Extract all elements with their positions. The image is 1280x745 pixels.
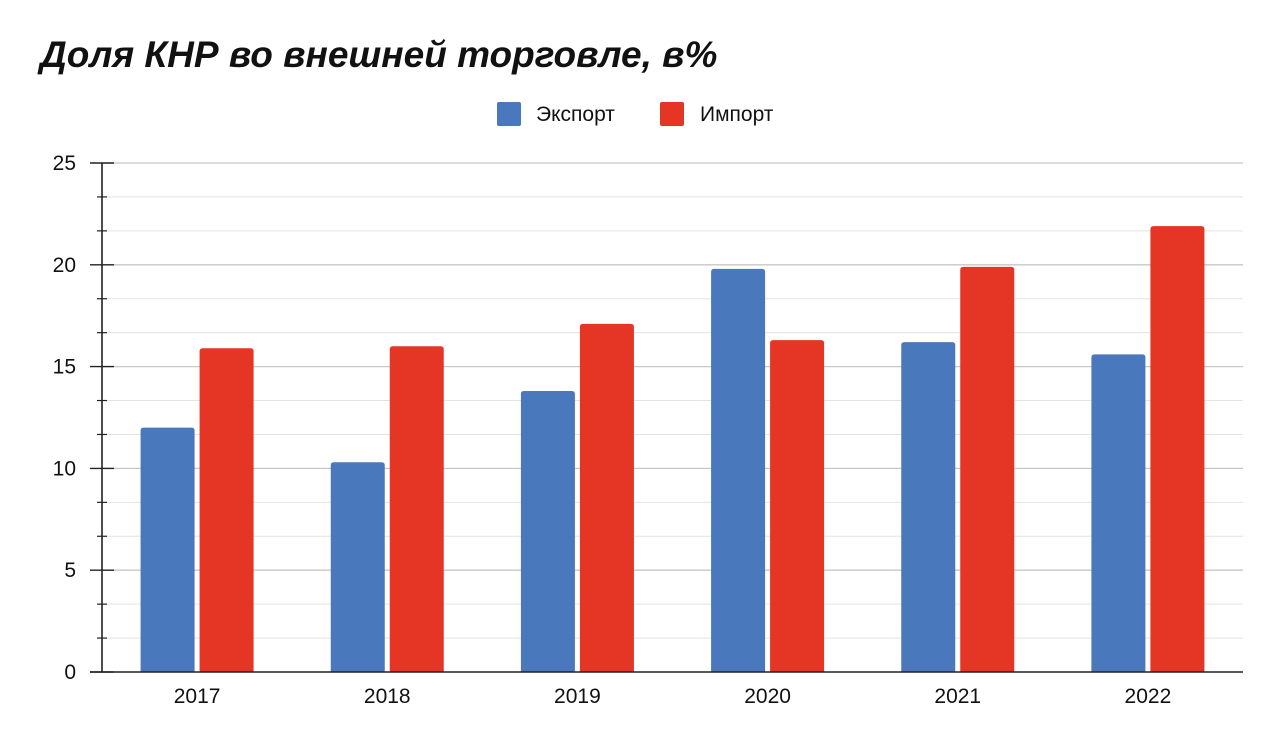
labels: 0 5 10 15 20 25 2017 2018 2019 2020 2021 2022 [53,152,1172,708]
x-tick-label: 2020 [744,685,791,708]
x-tick-label: 2019 [554,685,601,708]
legend-swatch-export [497,102,521,126]
bar-import-2022 [1150,226,1205,672]
y-tick-label: 0 [64,661,76,684]
bar-export-2020 [711,268,766,672]
x-tick-label: 2021 [934,685,981,708]
bar-export-2019 [520,391,575,672]
y-tick-label: 15 [53,356,76,379]
y-tick-label: 20 [53,254,76,277]
bar-export-2021 [901,342,956,672]
x-tick-label: 2017 [174,685,221,708]
chart-title: Доля КНР во внешней торговле, в% [40,34,718,75]
y-tick-label: 25 [53,152,76,175]
bar-import-2019 [579,323,634,672]
bar-import-2018 [389,346,444,672]
axes [90,162,1243,673]
gridlines [102,162,1243,639]
legend: Экспорт Импорт [497,102,774,126]
y-tick-label: 5 [64,559,76,582]
legend-swatch-import [660,102,684,126]
legend-label-import: Импорт [700,103,774,126]
bar-import-2021 [960,266,1015,672]
x-tick-label: 2018 [364,685,411,708]
bar-export-2018 [330,462,385,672]
x-tick-label: 2022 [1125,685,1172,708]
bar-export-2017 [140,427,195,672]
y-tick-label: 10 [53,457,76,480]
bar-import-2020 [770,340,825,672]
bar-import-2017 [199,348,254,672]
bars [140,226,1205,672]
bar-export-2022 [1091,354,1146,672]
legend-label-export: Экспорт [536,103,615,126]
